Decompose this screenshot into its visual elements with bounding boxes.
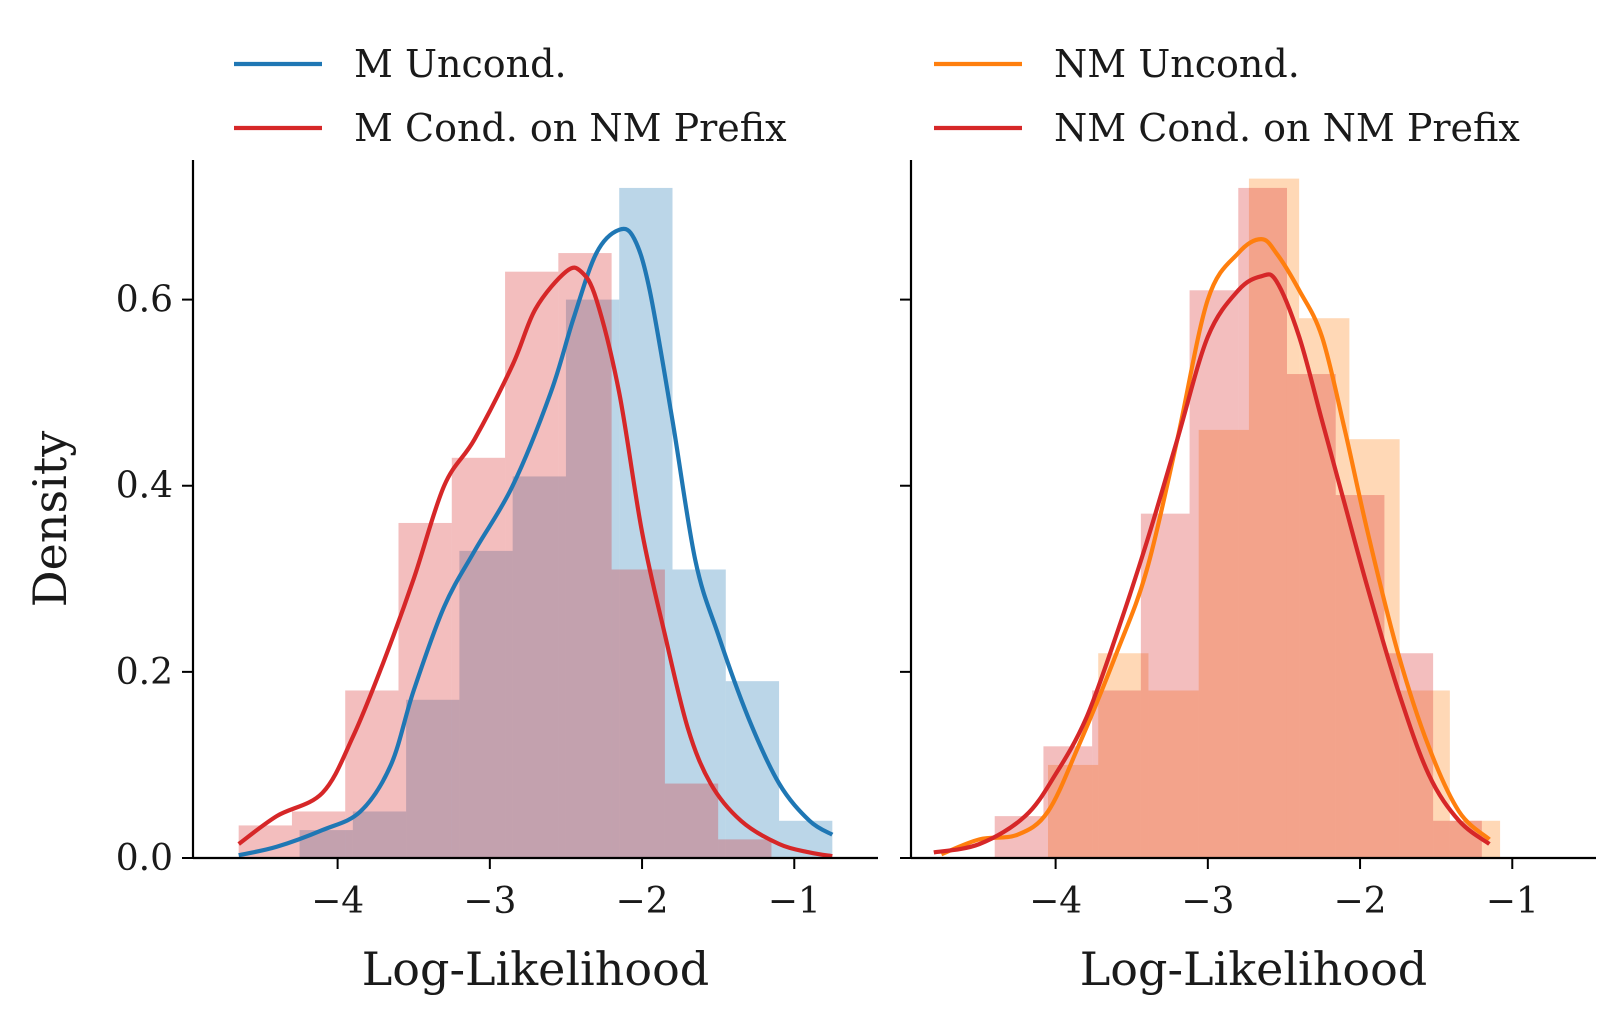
histogram-bar bbox=[291, 811, 346, 858]
histogram-bar bbox=[1349, 439, 1400, 858]
histogram-right-0 bbox=[1048, 178, 1501, 859]
x-axis-label: Log-Likelihood bbox=[362, 942, 709, 996]
histogram-bar bbox=[505, 271, 559, 858]
histogram-bar bbox=[1335, 495, 1385, 858]
histogram-bar bbox=[1043, 746, 1093, 858]
histogram-bar bbox=[664, 783, 719, 858]
histogram-bar bbox=[1148, 690, 1199, 858]
kde-line-right-0 bbox=[940, 237, 1491, 857]
histogram-bar bbox=[1048, 764, 1099, 858]
histogram-bar bbox=[345, 690, 399, 858]
histogram-bar bbox=[1098, 653, 1149, 858]
histogram-bar bbox=[1140, 513, 1190, 858]
histogram-bar bbox=[398, 522, 452, 858]
histogram-bar bbox=[512, 476, 566, 858]
histogram-bar bbox=[1248, 178, 1300, 859]
legend-label: NM Cond. on NM Prefix bbox=[1054, 106, 1520, 150]
y-tick-label: 0.2 bbox=[116, 652, 173, 693]
y-tick-label: 0.4 bbox=[116, 466, 173, 507]
histogram-bar bbox=[611, 569, 665, 858]
panel-left: −4 −3 −2 −1 0.0 0.2 0.4 0.6 Log-Likelihood Densit… bbox=[23, 42, 878, 996]
legend-label: NM Uncond. bbox=[1054, 42, 1300, 86]
histogram-left-0 bbox=[299, 187, 833, 859]
x-tick-label: −1 bbox=[1486, 881, 1539, 922]
x-tick-label: −3 bbox=[463, 881, 516, 922]
x-tick-label: −1 bbox=[768, 881, 821, 922]
y-axis-label: Density bbox=[23, 431, 77, 608]
panel-right: −4 −3 −2 −1 Log-Likelihood NM Uncond. NM Cond.… bbox=[900, 42, 1596, 996]
histogram-bar bbox=[352, 811, 407, 858]
histogram-bar bbox=[565, 299, 620, 859]
y-tick-label: 0.0 bbox=[116, 838, 173, 879]
x-tick-label: −3 bbox=[1181, 881, 1234, 922]
legend-label: M Uncond. bbox=[354, 42, 567, 86]
x-tick-label: −4 bbox=[311, 881, 364, 922]
histogram-bar bbox=[1198, 429, 1249, 858]
histogram-bar bbox=[672, 569, 726, 858]
histogram-bar bbox=[718, 839, 772, 858]
y-tick-label: 0.6 bbox=[116, 280, 173, 321]
kde-line-right-1 bbox=[933, 272, 1491, 855]
histogram-bar bbox=[1286, 374, 1336, 858]
legend-right: NM Uncond. NM Cond. on NM Prefix bbox=[934, 42, 1520, 150]
histogram-bar bbox=[619, 187, 673, 859]
histogram-bar bbox=[406, 699, 460, 858]
histogram-bar bbox=[451, 457, 506, 858]
histogram-bar bbox=[1238, 187, 1287, 859]
x-tick-label: −2 bbox=[1334, 881, 1387, 922]
histogram-bar bbox=[1092, 690, 1141, 858]
legend-label: M Cond. on NM Prefix bbox=[354, 106, 787, 150]
histogram-bar bbox=[459, 550, 513, 858]
histogram-bar bbox=[1189, 290, 1239, 858]
kde-line-left-0 bbox=[238, 226, 834, 858]
legend-left: M Uncond. M Cond. on NM Prefix bbox=[234, 42, 787, 150]
kde-line-left-1 bbox=[237, 265, 833, 859]
x-tick-label: −2 bbox=[616, 881, 669, 922]
x-tick-label: −4 bbox=[1029, 881, 1082, 922]
x-axis-label: Log-Likelihood bbox=[1080, 942, 1427, 996]
histogram-bar bbox=[558, 253, 612, 858]
histogram-left-1 bbox=[238, 253, 772, 858]
